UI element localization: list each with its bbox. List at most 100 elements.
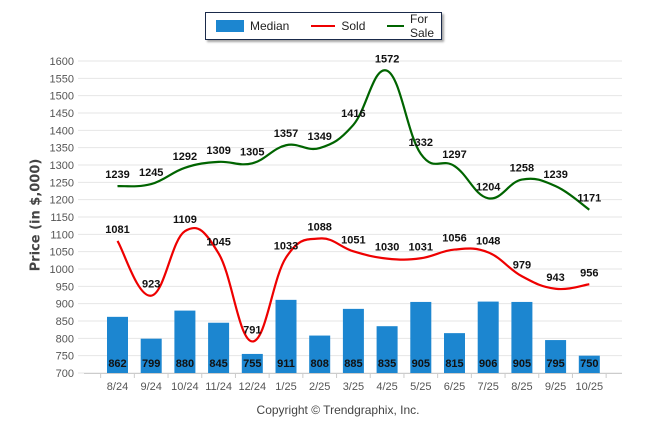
legend-item-sold[interactable]: Sold bbox=[311, 19, 365, 33]
median-bar bbox=[410, 301, 432, 373]
x-tick-label: 10/24 bbox=[171, 381, 199, 393]
copyright-footer: Copyright © Trendgraphix, Inc. bbox=[256, 403, 420, 417]
for-sale-line bbox=[117, 69, 590, 211]
x-tick-label: 4/25 bbox=[376, 381, 397, 393]
y-tick-label: 900 bbox=[56, 299, 74, 311]
sold-data-label: 1051 bbox=[341, 234, 365, 246]
y-axis-title: Price (in $,000) bbox=[28, 158, 44, 272]
y-tick-label: 1550 bbox=[50, 73, 74, 85]
y-tick-label: 1150 bbox=[50, 212, 74, 224]
median-bar-label: 808 bbox=[311, 358, 329, 370]
sold-data-label: 1081 bbox=[105, 224, 129, 236]
y-tick-label: 750 bbox=[56, 351, 74, 363]
sold-data-label: 1088 bbox=[307, 221, 331, 233]
for-sale-data-label: 1332 bbox=[409, 137, 433, 149]
legend-label-forsale: For Sale bbox=[410, 12, 435, 40]
y-tick-label: 1000 bbox=[50, 264, 74, 276]
x-tick-label: 6/25 bbox=[444, 381, 465, 393]
for-sale-data-label: 1239 bbox=[543, 169, 567, 181]
median-bar-label: 905 bbox=[412, 358, 430, 370]
y-tick-label: 950 bbox=[56, 281, 74, 293]
sold-data-label: 923 bbox=[142, 279, 160, 291]
for-sale-data-label: 1572 bbox=[375, 54, 399, 66]
sold-data-label: 1030 bbox=[375, 242, 399, 254]
sold-data-label: 1033 bbox=[274, 241, 298, 253]
median-bar-label: 755 bbox=[243, 358, 261, 370]
median-swatch bbox=[216, 20, 244, 32]
median-bar-label: 880 bbox=[176, 358, 194, 370]
median-bar-label: 885 bbox=[344, 358, 362, 370]
for-sale-data-label: 1305 bbox=[240, 146, 264, 158]
y-tick-label: 1500 bbox=[50, 91, 74, 103]
legend-item-median[interactable]: Median bbox=[216, 19, 289, 33]
for-sale-data-label: 1292 bbox=[173, 151, 197, 163]
median-bar bbox=[578, 355, 600, 373]
y-tick-label: 800 bbox=[56, 333, 74, 345]
sold-data-label: 1109 bbox=[173, 214, 197, 226]
x-tick-label: 3/25 bbox=[343, 381, 364, 393]
x-axis: 8/24 9/24 10/24 11/24 12/24 1/25 2/25 3/25 4/25 5… bbox=[84, 373, 622, 393]
median-bar bbox=[477, 301, 499, 373]
sold-data-label: 1031 bbox=[409, 241, 433, 253]
x-tick-label: 9/24 bbox=[140, 381, 161, 393]
for-sale-data-label: 1245 bbox=[139, 167, 163, 179]
median-bars bbox=[107, 299, 600, 373]
y-tick-label: 1200 bbox=[50, 195, 74, 207]
lines bbox=[116, 69, 590, 343]
median-bar bbox=[444, 333, 465, 373]
median-bar bbox=[107, 316, 128, 373]
median-bar bbox=[545, 340, 567, 373]
median-bar bbox=[174, 310, 196, 373]
for-sale-data-label: 1416 bbox=[341, 108, 365, 120]
sold-data-label: 956 bbox=[580, 267, 598, 279]
sold-data-label: 1056 bbox=[442, 233, 466, 245]
median-bar bbox=[275, 299, 297, 373]
legend-label-median: Median bbox=[250, 19, 290, 33]
y-tick-label: 1100 bbox=[50, 229, 74, 241]
x-tick-label: 5/25 bbox=[410, 381, 431, 393]
x-tick-label: 12/24 bbox=[239, 381, 267, 393]
median-bar bbox=[376, 326, 398, 373]
data-labels: 862 799 880 845 755 911 808 885 835 905 815 906 905 7… bbox=[105, 54, 601, 370]
y-tick-label: 1300 bbox=[50, 160, 74, 172]
x-tick-label: 11/24 bbox=[205, 381, 232, 393]
y-tick-label: 1400 bbox=[50, 125, 74, 137]
y-tick-label: 1450 bbox=[50, 108, 74, 120]
sold-swatch bbox=[311, 25, 336, 27]
y-tick-label: 1050 bbox=[50, 247, 74, 259]
x-tick-label: 8/24 bbox=[107, 381, 128, 393]
legend-item-forsale[interactable]: For Sale bbox=[387, 12, 441, 40]
x-tick-label: 2/25 bbox=[309, 381, 330, 393]
sold-data-label: 1048 bbox=[476, 235, 500, 247]
gridlines bbox=[78, 60, 622, 374]
for-sale-data-label: 1171 bbox=[577, 193, 601, 205]
sold-data-label: 791 bbox=[243, 324, 261, 336]
median-bar-label: 835 bbox=[378, 358, 396, 370]
x-tick-label: 1/25 bbox=[275, 381, 296, 393]
legend-label-sold: Sold bbox=[341, 19, 366, 33]
x-tick-label: 8/25 bbox=[511, 381, 532, 393]
median-bar-label: 815 bbox=[445, 358, 463, 370]
y-tick-label: 850 bbox=[56, 316, 74, 328]
median-bar-label: 795 bbox=[546, 358, 564, 370]
median-bar bbox=[140, 338, 162, 373]
legend: Median Sold For Sale bbox=[205, 12, 442, 40]
y-axis-ticks: 700 750 800 850 900 950 1000 1050 1100 1150 1200 12… bbox=[50, 56, 74, 380]
median-bar bbox=[208, 322, 230, 373]
x-tick-label: 9/25 bbox=[545, 381, 566, 393]
for-sale-data-label: 1297 bbox=[442, 149, 466, 161]
y-tick-label: 700 bbox=[56, 368, 74, 380]
sold-line bbox=[116, 226, 590, 343]
x-tick-label: 10/25 bbox=[576, 381, 604, 393]
median-bar bbox=[309, 335, 331, 373]
y-tick-label: 1350 bbox=[50, 143, 74, 155]
x-tick-label: 7/25 bbox=[477, 381, 498, 393]
for-sale-data-label: 1239 bbox=[105, 169, 129, 181]
sold-data-label: 979 bbox=[513, 259, 531, 271]
median-bar-label: 905 bbox=[513, 358, 531, 370]
sold-data-label: 943 bbox=[546, 272, 564, 284]
for-sale-data-label: 1357 bbox=[274, 128, 298, 140]
forsale-swatch bbox=[387, 25, 404, 27]
for-sale-data-label: 1204 bbox=[476, 181, 501, 193]
